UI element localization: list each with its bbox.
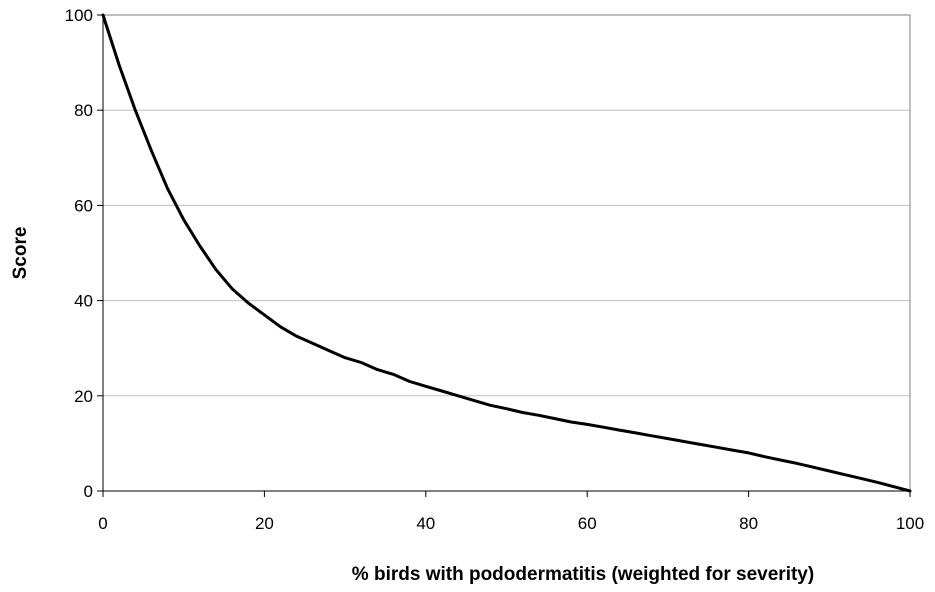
plot-area-frame (102, 14, 911, 492)
y-tick-label-60: 60 (74, 196, 93, 215)
x-tick-label-20: 20 (255, 514, 274, 533)
y-tick-label-80: 80 (74, 101, 93, 120)
series-layer (101, 13, 912, 493)
y-tick-label-0: 0 (84, 482, 93, 501)
y-tick-labels: 0 20 40 60 80 100 (65, 6, 93, 501)
series-line-0 (101, 13, 912, 493)
x-tick-labels: 0 20 40 60 80 100 (98, 514, 924, 533)
y-tick-label-20: 20 (74, 387, 93, 406)
y-tick-label-100: 100 (65, 6, 93, 25)
axes (97, 14, 911, 497)
x-tick-label-100: 100 (896, 514, 924, 533)
x-tick-label-60: 60 (578, 514, 597, 533)
x-tick-label-80: 80 (739, 514, 758, 533)
y-axis-title: Score (10, 227, 31, 280)
x-tick-label-40: 40 (416, 514, 435, 533)
y-tick-label-40: 40 (74, 292, 93, 311)
x-tick-label-0: 0 (98, 514, 107, 533)
x-axis-title: % birds with pododermatitis (weighted fo… (352, 564, 814, 585)
gridlines (103, 109, 910, 397)
